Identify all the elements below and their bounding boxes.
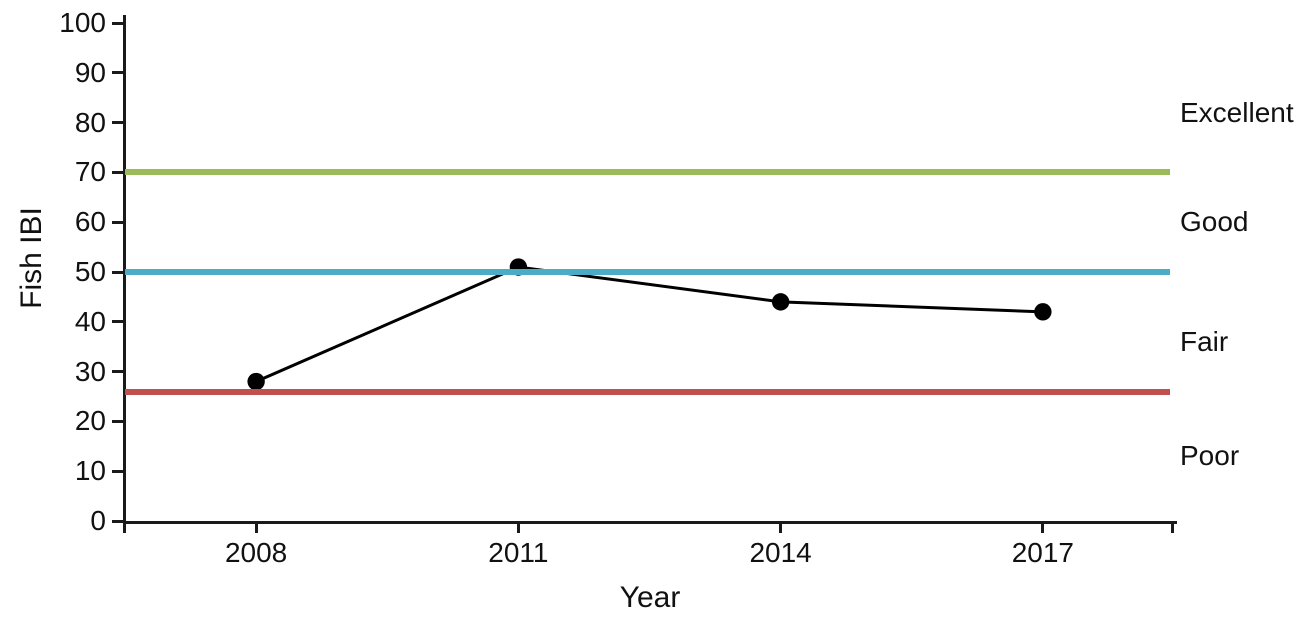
y-tick-label: 70 (74, 156, 106, 188)
y-tick-label: 40 (74, 305, 106, 337)
y-tick-mark (112, 270, 125, 274)
zone-label: Excellent (1180, 96, 1294, 128)
y-tick-mark (112, 469, 125, 473)
y-tick-label: 30 (74, 355, 106, 387)
data-point-marker (1034, 303, 1052, 321)
zone-label: Fair (1180, 325, 1229, 357)
x-tick-label: 2008 (224, 537, 288, 568)
y-tick-label: 50 (74, 256, 106, 287)
y-tick-label: 100 (59, 7, 106, 38)
y-tick-label: 0 (90, 505, 106, 536)
y-axis-line (123, 15, 126, 533)
threshold-line (125, 269, 1170, 275)
x-axis-line (123, 521, 1177, 524)
y-tick-mark (112, 71, 125, 75)
y-tick-mark (112, 220, 125, 224)
y-tick-mark (112, 320, 125, 324)
y-tick-label: 20 (74, 405, 106, 437)
x-tick-mark (516, 522, 520, 533)
series-line (255, 265, 1043, 383)
y-tick-mark (112, 519, 125, 523)
zone-label: Good (1180, 206, 1249, 238)
y-tick-mark (112, 121, 125, 125)
y-tick-mark (112, 170, 125, 174)
y-tick-label: 10 (74, 455, 106, 487)
threshold-line (125, 388, 1170, 395)
x-tick-label: 2014 (749, 537, 812, 568)
x-axis-end-tick (1171, 522, 1174, 533)
x-axis-title: Year (619, 581, 681, 614)
y-tick-label: 80 (74, 106, 106, 138)
x-tick-mark (254, 522, 258, 533)
x-tick-label: 2017 (1011, 537, 1075, 568)
y-tick-mark (112, 419, 125, 423)
y-tick-label: 60 (74, 206, 106, 238)
threshold-line (125, 169, 1170, 176)
x-tick-mark (1041, 522, 1045, 533)
y-tick-mark (112, 370, 125, 374)
x-tick-label: 2011 (488, 537, 549, 568)
y-tick-mark (112, 21, 125, 25)
data-point-marker (771, 293, 790, 311)
y-tick-label: 90 (74, 56, 106, 88)
zone-label: Poor (1180, 440, 1240, 472)
x-tick-mark (779, 522, 783, 533)
